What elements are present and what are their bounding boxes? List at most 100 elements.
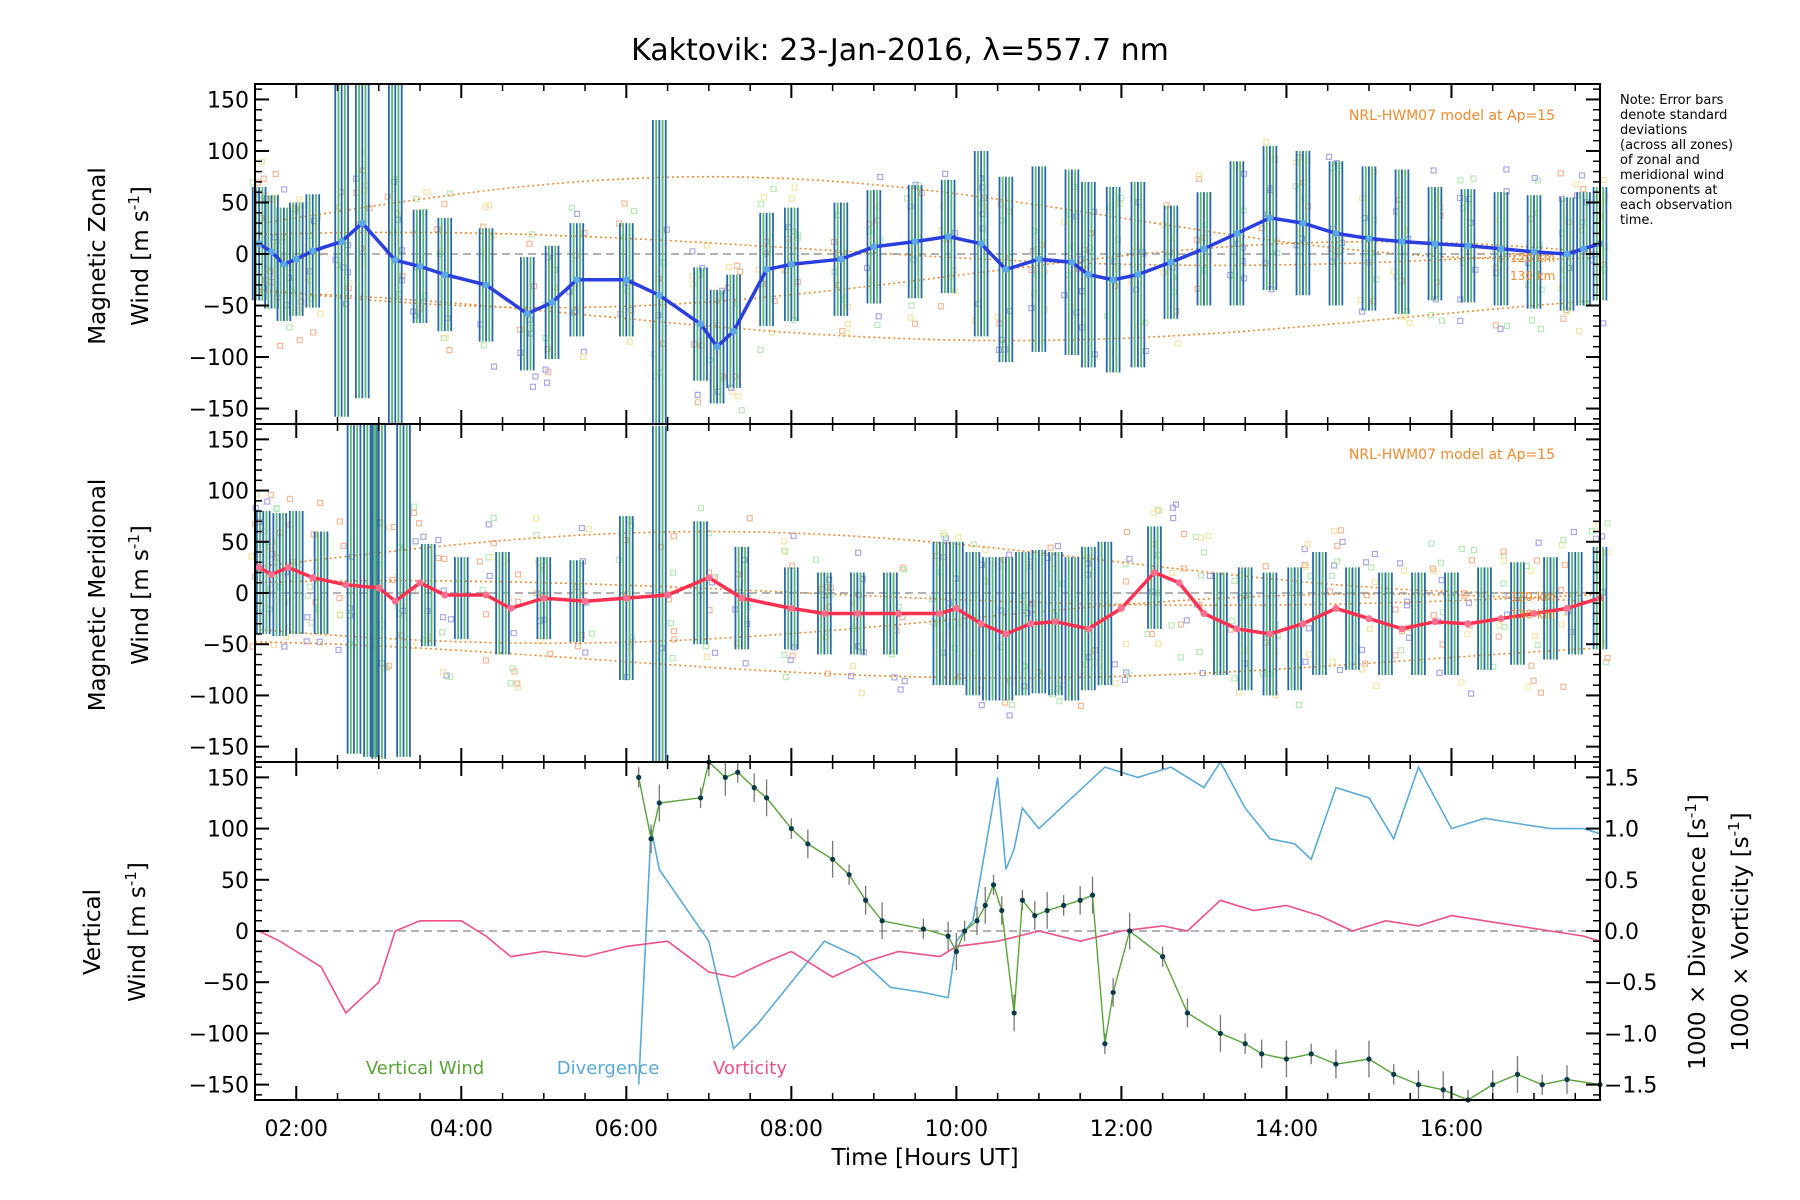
meridional-scatter-points	[248, 491, 1611, 719]
scatter-point	[791, 184, 798, 191]
vertical-wind-point	[1102, 1041, 1108, 1047]
note-line: deviations	[1620, 123, 1687, 138]
x-tick-label: 02:00	[265, 1117, 328, 1142]
divergence-y2-ticks: −1.5 −1.0 −0.5 0.0 0.5 1.0 1.5	[1586, 766, 1657, 1099]
scatter-point	[1472, 266, 1479, 273]
scatter-point	[529, 383, 537, 390]
scatter-point	[1373, 682, 1380, 689]
scatter-point	[336, 594, 343, 602]
scatter-point	[1492, 322, 1499, 329]
scatter-point	[1006, 551, 1013, 558]
zonal-mean-point	[870, 243, 878, 251]
meridional-mean-point	[664, 591, 672, 599]
scatter-point	[482, 204, 489, 211]
scatter-point	[340, 542, 347, 550]
meridional-mean-point	[284, 563, 292, 571]
vertical-wind-point	[1564, 1076, 1570, 1083]
scatter-point	[1304, 541, 1311, 548]
scatter-point	[434, 226, 441, 233]
meridional-mean-point	[1051, 618, 1059, 626]
scatter-point	[435, 554, 442, 562]
scatter-point	[1392, 652, 1399, 659]
note-line: time.	[1620, 213, 1654, 228]
zonal-mean-point	[1134, 271, 1142, 279]
scatter-point	[875, 313, 882, 320]
scatter-point	[768, 329, 776, 336]
scatter-point	[1168, 622, 1175, 629]
scatter-point	[1600, 176, 1608, 184]
note-line: (across all zones)	[1620, 138, 1733, 153]
scatter-point	[970, 541, 977, 548]
scatter-point	[847, 673, 855, 680]
scatter-point	[725, 264, 733, 271]
scatter-point	[615, 556, 623, 563]
zonal-ylabel-line1: Magnetic Zonal	[85, 167, 111, 345]
scatter-point	[1195, 172, 1203, 179]
scatter-point	[1534, 641, 1541, 649]
scatter-point	[1061, 292, 1068, 299]
meridional-ylabel-line2: Wind [m s-1]	[125, 525, 154, 665]
y2-tick-label: 0.5	[1604, 869, 1639, 894]
y-tick-label: −50	[203, 633, 249, 658]
zonal-mean-point	[268, 248, 276, 256]
scatter-point	[899, 564, 906, 571]
scatter-point	[1570, 528, 1578, 536]
scatter-point	[1148, 630, 1156, 638]
zonal-mean-point	[523, 310, 531, 318]
meridional-model-label: NRL-HWM07 model at Ap=15	[1349, 447, 1555, 463]
zonal-mean-point	[441, 271, 449, 279]
zonal-mean-point	[292, 255, 300, 263]
meridional-y-ticks: −150 −100 −50 0 50 100 150	[189, 428, 1600, 761]
meridional-mean-point	[820, 609, 828, 617]
scatter-point	[542, 366, 549, 373]
scatter-point	[689, 281, 697, 288]
vertical-wind-point	[697, 795, 704, 801]
vertical-wind-point	[1217, 1030, 1224, 1037]
scatter-point	[1229, 617, 1236, 625]
meridional-mean-point	[375, 584, 383, 592]
meridional-mean-point	[416, 579, 424, 587]
scatter-point	[669, 654, 676, 662]
scatter-point	[415, 520, 423, 527]
scatter-point	[738, 407, 745, 414]
scatter-point	[733, 262, 741, 269]
scatter-point	[1497, 325, 1504, 332]
scatter-point	[1537, 689, 1544, 696]
zonal-ylabel-sup: -1	[125, 195, 143, 210]
scatter-point	[813, 556, 820, 563]
scatter-point	[1592, 535, 1600, 542]
zonal-mean-point	[1299, 219, 1307, 227]
zonal-ylabel-text: Wind [m s	[128, 210, 154, 326]
scatter-point	[1231, 577, 1238, 585]
scatter-point	[490, 363, 498, 370]
scatter-point	[1122, 641, 1130, 648]
scatter-point	[1366, 626, 1373, 633]
vertical-wind-point	[1539, 1082, 1545, 1088]
vertical-wind-point	[1366, 1056, 1372, 1062]
scatter-point	[874, 321, 881, 328]
note-line: meridional wind	[1620, 168, 1724, 183]
vertical-wind-point	[974, 918, 980, 924]
vertical-wind-point	[863, 897, 869, 903]
scatter-point	[441, 555, 448, 562]
vertical-wind-point	[953, 948, 959, 955]
scatter-point	[1144, 630, 1151, 638]
scatter-point	[286, 495, 294, 502]
vertical-wind-point	[1440, 1087, 1446, 1093]
meridional-mean-point	[936, 609, 944, 617]
scatter-point	[1122, 578, 1130, 585]
model-curve	[254, 641, 1592, 679]
scatter-point	[1060, 218, 1068, 225]
meridional-mean-point	[1266, 630, 1274, 638]
model-curve	[254, 175, 1592, 260]
scatter-point	[1538, 286, 1545, 293]
scatter-point	[858, 690, 865, 697]
scatter-point	[439, 614, 447, 621]
meridional-mean-point	[977, 620, 985, 628]
vertical-wind-point	[990, 882, 997, 888]
scatter-point	[758, 201, 765, 208]
scatter-point	[1174, 340, 1181, 347]
scatter-point	[1603, 658, 1610, 666]
vertical-ylabel-close: ]	[125, 862, 151, 871]
scatter-point	[1200, 549, 1208, 556]
